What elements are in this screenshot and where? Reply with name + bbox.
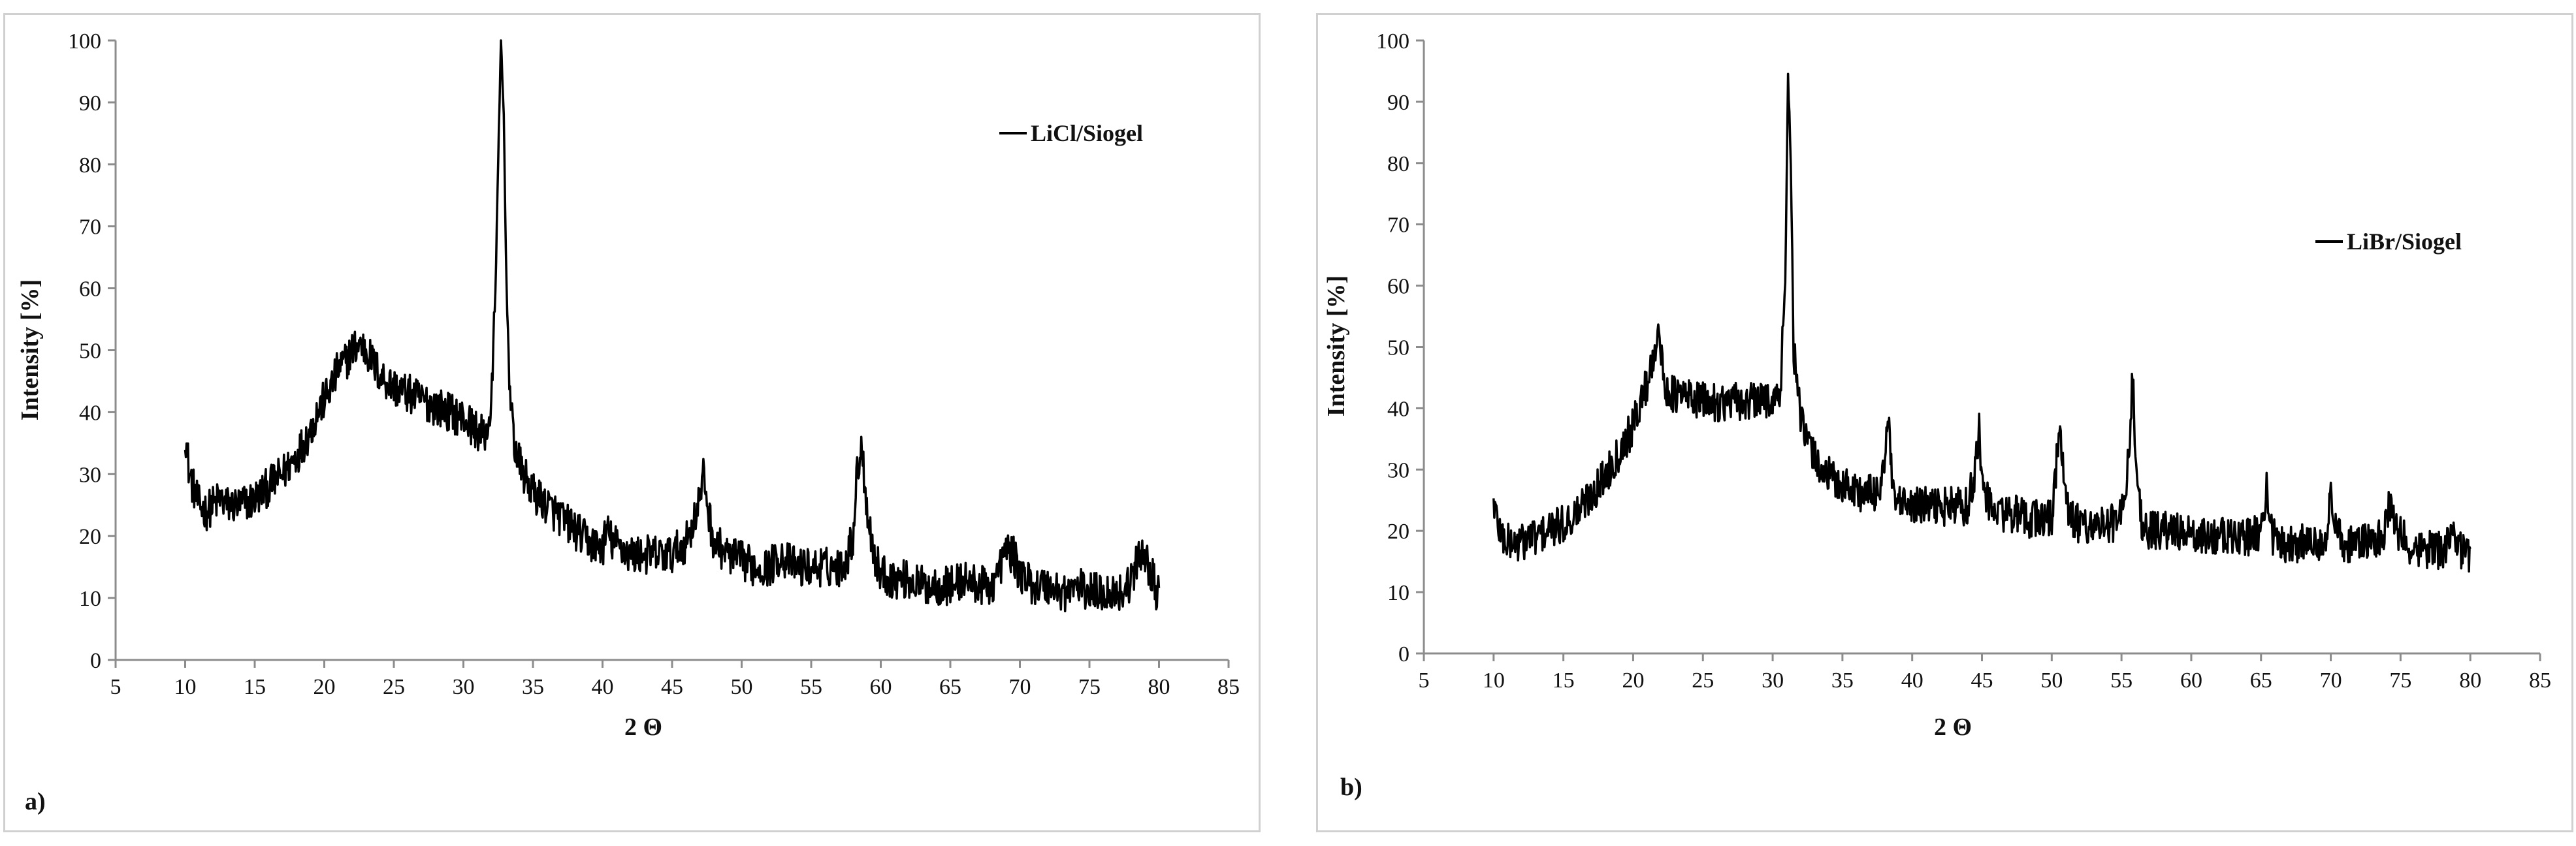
chart-b-y-ticks: 0 10 20 30 40 50 60 70 80 90 100 xyxy=(1376,29,1424,666)
chart-a-y-tick-label: 70 xyxy=(79,215,101,240)
chart-b-legend-label: LiBr/Siogel xyxy=(2347,228,2462,255)
chart-b-x-tick-label: 65 xyxy=(2250,668,2272,693)
chart-b-y-tick-label: 80 xyxy=(1387,152,1409,176)
chart-a-y-tick-label: 80 xyxy=(79,153,101,178)
chart-b-x-tick-label: 5 xyxy=(1419,668,1430,693)
chart-b-x-tick-label: 35 xyxy=(1831,668,1854,693)
chart-a-y-tick-label: 20 xyxy=(79,525,101,549)
chart-b-x-tick-label: 85 xyxy=(2529,668,2551,693)
chart-a-y-tick-label: 0 xyxy=(90,649,101,673)
chart-b-x-tick-label: 50 xyxy=(2040,668,2063,693)
chart-b-x-tick-label: 25 xyxy=(1692,668,1714,693)
chart-b-ylabel: Intensity [%] xyxy=(1323,275,1350,416)
chart-a-x-tick-label: 40 xyxy=(592,675,614,699)
chart-b-x-tick-label: 70 xyxy=(2320,668,2342,693)
chart-a-x-tick-label: 70 xyxy=(1009,675,1031,699)
chart-a-x-tick-label: 60 xyxy=(870,675,892,699)
chart-a-series-line-licl-siogel xyxy=(184,39,1161,613)
chart-b-frame xyxy=(1316,13,2573,832)
chart-b-x-tick-label: 40 xyxy=(1901,668,1924,693)
chart-b-y-axis: 0 10 20 30 40 50 60 70 80 90 100 xyxy=(1376,29,1425,666)
chart-b-y-tick-label: 20 xyxy=(1387,520,1409,544)
chart-a-x-tick-label: 75 xyxy=(1078,675,1101,699)
chart-b-x-tick-label: 75 xyxy=(2389,668,2411,693)
chart-a-xlabel: 2 Θ xyxy=(624,713,662,741)
chart-b-x-tick-label: 60 xyxy=(2180,668,2202,693)
chart-a-x-tick-label: 25 xyxy=(383,675,405,699)
chart-a-x-tick-label: 65 xyxy=(939,675,961,699)
chart-b-x-tick-label: 55 xyxy=(2110,668,2133,693)
chart-b-y-tick-label: 0 xyxy=(1398,642,1409,666)
chart-a: 0 10 20 30 40 50 60 70 80 90 100 5 10 15 20 25 30 35 40 45… xyxy=(16,29,1240,815)
chart-a-x-tick-label: 80 xyxy=(1148,675,1170,699)
chart-a-x-tick-label: 30 xyxy=(453,675,475,699)
chart-a-x-tick-label: 45 xyxy=(661,675,683,699)
chart-a-x-axis: 5 10 15 20 25 30 35 40 45 50 55 60 65 70 75 80 85 xyxy=(110,659,1240,699)
chart-a-y-tick-label: 90 xyxy=(79,91,101,116)
chart-a-x-tick-label: 85 xyxy=(1217,675,1240,699)
chart-b-x-tick-label: 20 xyxy=(1622,668,1644,693)
chart-a-frame xyxy=(3,13,1261,832)
chart-b: 0 10 20 30 40 50 60 70 80 90 100 5 10 15 20 25 30 35 40 45… xyxy=(1323,29,2551,801)
chart-a-y-tick-label: 40 xyxy=(79,401,101,425)
chart-a-y-tick-label: 60 xyxy=(79,277,101,302)
chart-a-x-tick-label: 10 xyxy=(174,675,197,699)
chart-a-y-tick-label: 30 xyxy=(79,463,101,487)
chart-b-y-tick-label: 30 xyxy=(1387,458,1409,482)
chart-a-y-axis: 0 10 20 30 40 50 60 70 80 90 100 xyxy=(68,29,117,673)
chart-b-y-tick-label: 70 xyxy=(1387,213,1409,238)
chart-a-y-ticks: 0 10 20 30 40 50 60 70 80 90 100 xyxy=(68,29,116,673)
chart-a-x-tick-label: 20 xyxy=(314,675,336,699)
chart-a-x-ticks: 5 10 15 20 25 30 35 40 45 50 55 60 65 70 75 80 85 xyxy=(110,660,1240,699)
chart-a-x-tick-label: 55 xyxy=(800,675,822,699)
chart-b-y-tick-label: 100 xyxy=(1376,29,1409,54)
chart-b-y-tick-label: 40 xyxy=(1387,397,1409,421)
chart-b-legend: LiBr/Siogel xyxy=(2315,228,2462,255)
chart-a-y-tick-label: 50 xyxy=(79,339,101,364)
chart-b-y-tick-label: 60 xyxy=(1387,275,1409,299)
chart-b-x-tick-label: 10 xyxy=(1483,668,1505,693)
chart-b-xlabel: 2 Θ xyxy=(1934,713,1972,741)
chart-b-series-line-libr-siogel xyxy=(1492,72,2471,573)
chart-b-x-tick-label: 30 xyxy=(1762,668,1784,693)
chart-a-panel-label: a) xyxy=(25,788,46,815)
chart-a-ylabel: Intensity [%] xyxy=(16,279,44,420)
chart-b-y-tick-label: 50 xyxy=(1387,336,1409,360)
chart-a-x-tick-label: 35 xyxy=(522,675,544,699)
chart-a-x-tick-label: 50 xyxy=(731,675,753,699)
chart-a-legend-label: LiCl/Siogel xyxy=(1031,120,1143,146)
chart-b-y-tick-label: 90 xyxy=(1387,91,1409,115)
chart-b-x-axis: 5 10 15 20 25 30 35 40 45 50 55 60 65 70 75 80 85 xyxy=(1419,652,2551,693)
chart-b-y-tick-label: 10 xyxy=(1387,581,1409,605)
chart-b-x-tick-label: 45 xyxy=(1971,668,1993,693)
chart-b-x-tick-label: 15 xyxy=(1553,668,1575,693)
chart-a-y-tick-label: 100 xyxy=(68,29,101,54)
chart-b-x-ticks: 5 10 15 20 25 30 35 40 45 50 55 60 65 70 75 80 85 xyxy=(1419,653,2551,693)
chart-a-y-tick-label: 10 xyxy=(79,587,101,611)
chart-b-x-tick-label: 80 xyxy=(2459,668,2481,693)
chart-a-legend: LiCl/Siogel xyxy=(999,120,1143,146)
chart-a-x-tick-label: 5 xyxy=(110,675,121,699)
chart-a-x-tick-label: 15 xyxy=(244,675,266,699)
chart-b-panel-label: b) xyxy=(1340,774,1362,801)
